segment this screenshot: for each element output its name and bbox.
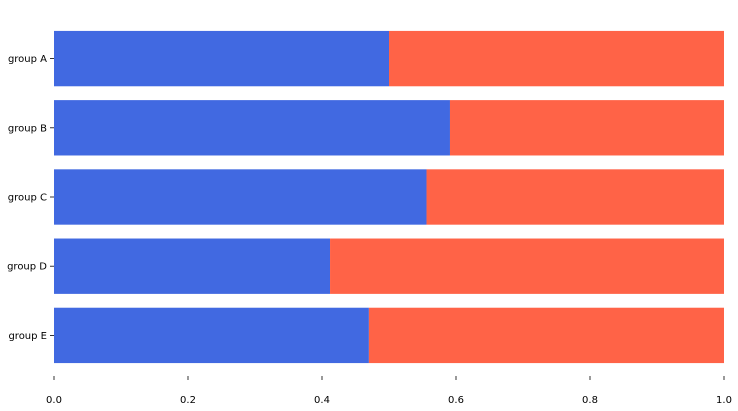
bar-group-b-series-2 — [449, 100, 724, 156]
x-tick-label: 0.2 — [180, 395, 196, 406]
x-axis: 0.0 0.2 0.4 0.6 0.8 1.0 — [46, 376, 732, 406]
y-tick-label: group C — [8, 193, 47, 204]
y-axis: group A group B group C group D group E — [7, 54, 54, 342]
bar-group-a-series-2 — [389, 30, 724, 87]
bar-group-c-series-2 — [426, 169, 724, 225]
x-tick-label: 0.4 — [314, 395, 330, 406]
bars-layer — [54, 30, 724, 364]
bar-group-d-series-2 — [330, 238, 724, 294]
y-tick-label: group B — [8, 123, 47, 134]
bar-group-e-series-2 — [368, 307, 724, 364]
bar-group-e-series-1 — [54, 307, 369, 364]
y-tick-label: group D — [7, 262, 47, 273]
y-tick-label: group E — [8, 331, 47, 342]
bar-group-d-series-1 — [54, 238, 331, 294]
x-tick-label: 0.6 — [448, 395, 464, 406]
bar-group-a-series-1 — [54, 30, 389, 87]
x-tick-label: 1.0 — [716, 395, 732, 406]
x-tick-label: 0.8 — [582, 395, 598, 406]
y-tick-label: group A — [8, 54, 47, 65]
bar-group-c-series-1 — [54, 169, 427, 225]
bar-group-b-series-1 — [54, 100, 450, 156]
x-tick-label: 0.0 — [46, 395, 62, 406]
